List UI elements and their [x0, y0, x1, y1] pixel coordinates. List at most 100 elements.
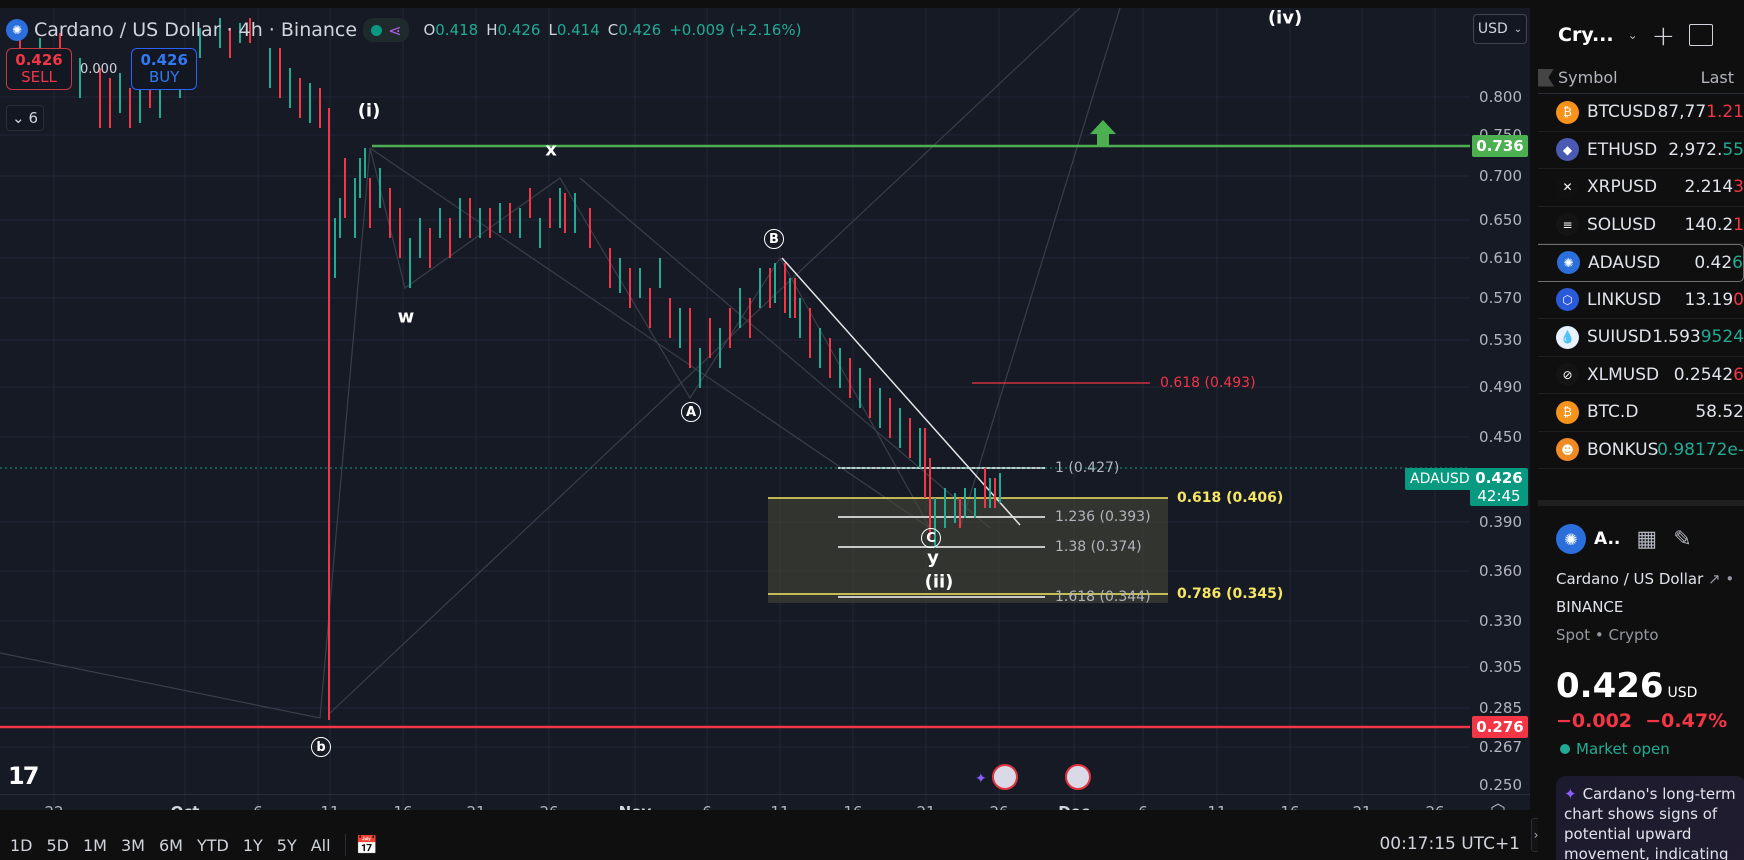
- time-axis-label: 16: [393, 803, 412, 810]
- time-axis-label: Dec: [1058, 803, 1090, 810]
- status-pill[interactable]: ⋖: [363, 18, 410, 42]
- range-button-3m[interactable]: 3M: [120, 835, 145, 855]
- ohlc-values: O0.418 H0.426 L0.414 C0.426 +0.009 (+2.1…: [423, 21, 802, 39]
- wave-label[interactable]: C: [921, 528, 941, 548]
- watchlist-row-solusd[interactable]: ≡ SOLUSD 140.21: [1538, 207, 1744, 244]
- details-change: −0.002: [1556, 710, 1633, 732]
- range-button-1d[interactable]: 1D: [10, 835, 33, 855]
- chevron-down-icon[interactable]: ⌄: [1627, 28, 1638, 42]
- details-name[interactable]: Cardano / US Dollar: [1556, 570, 1704, 588]
- price-axis-label: 0.700: [1479, 167, 1522, 185]
- price-axis[interactable]: 0.250 0.267 0.285 0.305 0.330 0.360 0.390 0.450…: [1470, 8, 1530, 810]
- watchlist-row-xrpusd[interactable]: ✕ XRPUSD 2.2143: [1538, 169, 1744, 207]
- wave-label[interactable]: A: [681, 402, 701, 422]
- details-ticker[interactable]: A..: [1594, 529, 1621, 549]
- range-button-1m[interactable]: 1M: [83, 835, 107, 855]
- fib-extension-label[interactable]: 1.38 (0.374): [1055, 539, 1142, 555]
- ai-summary-card[interactable]: ✦ Cardano's long-term chart shows signs o…: [1556, 776, 1744, 860]
- price-axis-label: 0.610: [1479, 249, 1522, 267]
- adausd-logo-icon: ✺: [1557, 251, 1580, 275]
- chart-pane[interactable]: ✺ Cardano / US Dollar · 4h · Binance ⋖ O…: [0, 8, 1530, 810]
- range-button-1y[interactable]: 1Y: [242, 835, 263, 855]
- clock-timezone[interactable]: 00:17:15 UTC+1: [1379, 834, 1520, 854]
- time-axis[interactable]: 22 Oct 6 11 16 21 26 Nov 6 11 16 21 26 Dec 6 11 16 21 26: [0, 794, 1530, 810]
- column-last[interactable]: Last: [1700, 68, 1734, 87]
- symbol-title[interactable]: Cardano / US Dollar · 4h · Binance: [34, 19, 358, 41]
- wave-label[interactable]: x: [545, 139, 557, 161]
- range-button-ytd[interactable]: YTD: [196, 835, 229, 855]
- watchlist-row-bonkus[interactable]: ☻ BONKUS 0.98172e-: [1538, 432, 1744, 469]
- symbol-legend[interactable]: ✺ Cardano / US Dollar · 4h · Binance ⋖ O…: [6, 18, 801, 42]
- range-button-5y[interactable]: 5Y: [276, 835, 297, 855]
- us-flag-event-icon: [992, 764, 1018, 790]
- tradingview-logo-icon[interactable]: 17: [8, 762, 39, 790]
- watchlist-row-adausd[interactable]: ✺ ADAUSD 0.426: [1538, 244, 1744, 282]
- wave-label[interactable]: w: [397, 306, 415, 328]
- economic-events[interactable]: ✦: [975, 761, 1115, 791]
- range-button-5d[interactable]: 5D: [46, 835, 70, 855]
- watchlist-row-ethusd[interactable]: ◆ ETHUSD 2,972.55: [1538, 132, 1744, 169]
- xlmusd-logo-icon: ⊘: [1556, 363, 1579, 387]
- time-axis-label: 26: [989, 803, 1008, 810]
- fib-retracement-label[interactable]: 0.786 (0.345): [1177, 586, 1284, 602]
- close-value: 0.426: [618, 21, 662, 39]
- wave-label[interactable]: y: [927, 547, 939, 569]
- watchlist-last-price: 2,972.55: [1668, 139, 1744, 160]
- watchlist-row-btc-d[interactable]: ₿ BTC.D 58.52: [1538, 394, 1744, 432]
- watchlist-row-suiusd[interactable]: 💧 SUIUSD 1.5939524: [1538, 319, 1744, 357]
- symbol-price-tag: ADAUSD: [1405, 468, 1475, 490]
- time-axis-label: 21: [1352, 803, 1371, 810]
- chart-plot[interactable]: [0, 8, 1470, 810]
- currency-button[interactable]: USD ⌄: [1473, 14, 1527, 44]
- watchlist-row-linkusd[interactable]: ⬡ LINKUSD 13.190: [1538, 282, 1744, 319]
- btcusd-logo-icon: ₿: [1556, 100, 1579, 124]
- time-axis-label: 6: [253, 803, 263, 810]
- window-top-strip: [0, 0, 1744, 8]
- drag-handle-icon[interactable]: [1538, 68, 1554, 87]
- external-link-icon[interactable]: ↗: [1708, 570, 1721, 588]
- edit-note-icon[interactable]: ✎: [1673, 526, 1692, 552]
- time-axis-label: 6: [702, 803, 712, 810]
- watchlist-title[interactable]: Cry...: [1558, 24, 1614, 46]
- range-button-6m[interactable]: 6M: [158, 835, 183, 855]
- buy-button[interactable]: 0.426 BUY: [131, 48, 198, 90]
- advanced-view-icon[interactable]: [1689, 24, 1714, 46]
- panel-divider[interactable]: [1530, 0, 1538, 860]
- grid-view-icon[interactable]: ▦: [1636, 526, 1658, 552]
- cardano-logo-icon: ✺: [6, 19, 28, 41]
- wave-label[interactable]: (ii): [924, 571, 954, 593]
- wave-label[interactable]: (iv): [1267, 8, 1303, 29]
- sell-button[interactable]: 0.426 SELL: [6, 48, 72, 90]
- wave-label[interactable]: b: [311, 737, 331, 757]
- add-symbol-icon[interactable]: +: [1651, 18, 1676, 52]
- time-axis-label: 11: [770, 803, 789, 810]
- time-axis-label: 22: [44, 803, 63, 810]
- wave-label[interactable]: B: [764, 229, 784, 249]
- wave-structure-lines: [0, 8, 1121, 719]
- chart-settings-icon[interactable]: ⬡: [1490, 801, 1512, 810]
- indicators-collapse-toggle[interactable]: ⌄ 6: [6, 105, 44, 131]
- fib-retracement-label[interactable]: 0.618 (0.406): [1177, 490, 1284, 506]
- fib-extension-label[interactable]: 1 (0.427): [1055, 460, 1120, 476]
- chevron-down-icon: ⌄: [1513, 23, 1523, 35]
- range-button-all[interactable]: All: [310, 835, 331, 855]
- watchlist-row-xlmusd[interactable]: ⊘ XLMUSD 0.25426: [1538, 357, 1744, 394]
- candlesticks: [19, 18, 1001, 548]
- watchlist-rows: ₿ BTCUSD 87,771.21 ◆ ETHUSD 2,972.55 ✕ XRPUSD 2.…: [1538, 94, 1744, 469]
- sparkle-icon: ✦: [975, 771, 987, 787]
- watchlist-row-btcusd[interactable]: ₿ BTCUSD 87,771.21: [1538, 94, 1744, 132]
- support-price-tag: 0.276: [1472, 716, 1528, 738]
- fib-extension-label[interactable]: 1.618 (0.344): [1055, 589, 1151, 605]
- time-axis-label: 11: [1207, 803, 1226, 810]
- share-icon[interactable]: ⋖: [388, 20, 402, 40]
- price-axis-label: 0.285: [1479, 699, 1522, 717]
- time-axis-label: 16: [843, 803, 862, 810]
- fib-extension-label[interactable]: 1.236 (0.393): [1055, 509, 1151, 525]
- go-to-date-icon[interactable]: 📅: [355, 834, 378, 856]
- watchlist-symbol: BTC.D: [1587, 402, 1639, 423]
- column-symbol[interactable]: Symbol: [1558, 68, 1618, 87]
- time-axis-label: 6: [1138, 803, 1148, 810]
- time-axis-label: Nov: [619, 803, 652, 810]
- fib-target-label[interactable]: 0.618 (0.493): [1160, 375, 1256, 391]
- wave-label[interactable]: (i): [357, 100, 381, 122]
